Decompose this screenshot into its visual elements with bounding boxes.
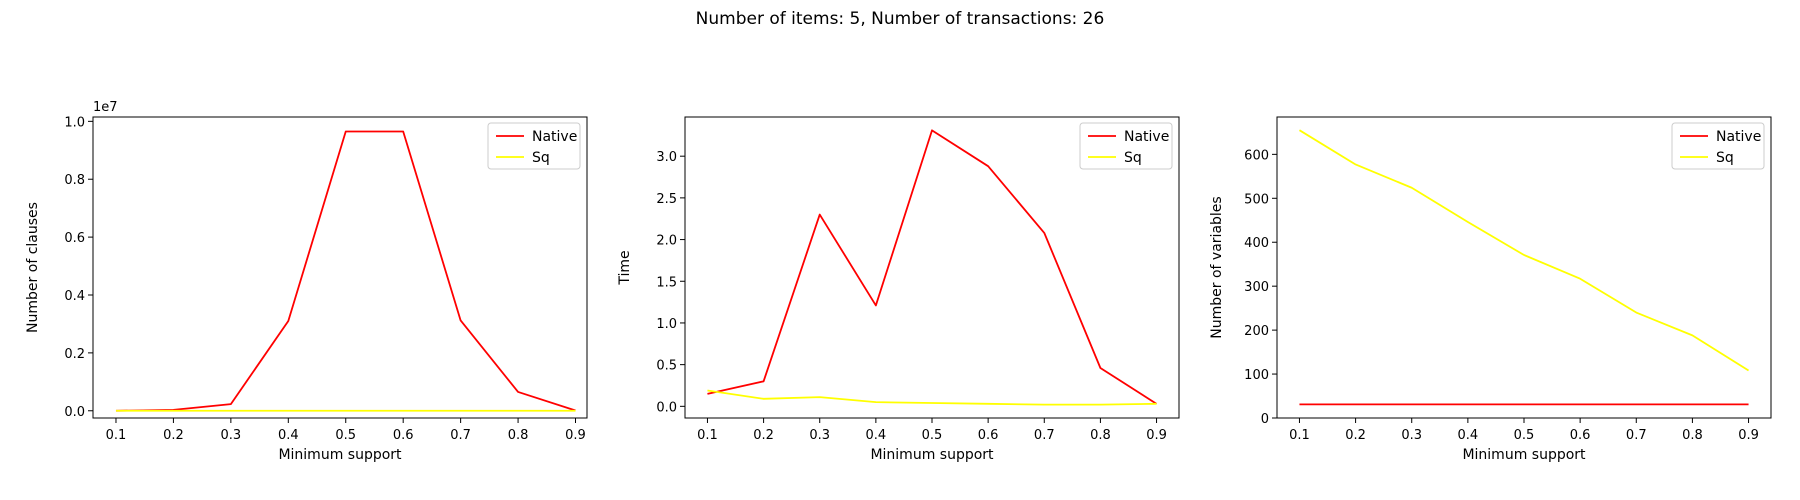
y-tick-label: 3.0 — [656, 150, 677, 165]
legend-label-sq: Sq — [1124, 150, 1142, 166]
y-tick-label: 1.0 — [64, 115, 85, 130]
chart-2: 0.1 0.2 0.3 0.4 0.5 0.6 0.7 0.8 0.9 0.0 0.5 1.0 1.5 2… — [617, 116, 1180, 463]
x-tick-label: 0.7 — [1034, 428, 1055, 443]
y-tick-label: 0.0 — [656, 400, 677, 415]
y-tick-label: 400 — [1244, 236, 1269, 251]
series-line-sq — [707, 389, 1157, 406]
y-tick-label: 1.0 — [656, 317, 677, 332]
y-tick-label: 0.8 — [64, 173, 85, 188]
x-tick-label: 0.9 — [1146, 428, 1167, 443]
chart-1: 0.1 0.2 0.3 0.4 0.5 0.6 0.7 0.8 0.9 0.0 0.2 0.4 0.6 0… — [25, 100, 588, 463]
x-tick-label: 0.1 — [106, 428, 127, 443]
y-offset-label: 1e7 — [93, 100, 118, 115]
y-tick-label: 0.0 — [64, 405, 85, 420]
y-tick-label: 0.5 — [656, 359, 677, 374]
legend: Native Sq — [1079, 122, 1173, 170]
chart-3: 0.1 0.2 0.3 0.4 0.5 0.6 0.7 0.8 0.9 0 100 200 300 400… — [1209, 116, 1772, 463]
y-tick-label: 2.0 — [656, 234, 677, 249]
y-tick-label: 0.6 — [64, 231, 85, 246]
x-tick-label: 0.7 — [1626, 428, 1647, 443]
x-tick-label: 0.3 — [809, 428, 830, 443]
x-tick-label: 0.7 — [450, 428, 471, 443]
legend-label-native: Native — [1716, 129, 1761, 145]
y-axis-label: Number of variables — [1209, 196, 1225, 338]
x-axis-label: Minimum support — [870, 447, 994, 463]
legend-label-native: Native — [1124, 129, 1169, 145]
series-line-sq — [1298, 129, 1750, 372]
charts-container: 0.1 0.2 0.3 0.4 0.5 0.6 0.7 0.8 0.90.00.20.40.60… — [25, 100, 1772, 463]
series-line-native — [115, 130, 576, 412]
legend-label-sq: Sq — [1716, 150, 1734, 166]
series-line-native — [707, 129, 1158, 405]
plot-frame — [92, 116, 588, 419]
y-tick-label: 500 — [1244, 192, 1269, 207]
y-tick-label: 0 — [1261, 412, 1269, 427]
x-tick-label: 0.4 — [278, 428, 299, 443]
y-tick-label: 300 — [1244, 280, 1269, 295]
y-tick-label: 600 — [1244, 148, 1269, 163]
x-tick-label: 0.3 — [221, 428, 242, 443]
legend: Native Sq — [487, 122, 581, 170]
y-tick-label: 0.2 — [64, 347, 85, 362]
x-tick-label: 0.5 — [922, 428, 943, 443]
y-tick-label: 1.5 — [656, 275, 677, 290]
y-axis-label: Time — [617, 250, 633, 285]
x-tick-label: 0.6 — [978, 428, 999, 443]
x-tick-label: 0.6 — [1570, 428, 1591, 443]
y-tick-label: 2.5 — [656, 192, 677, 207]
y-tick-label: 200 — [1244, 324, 1269, 339]
x-axis-label: Minimum support — [1462, 447, 1586, 463]
x-tick-label: 0.1 — [1289, 428, 1310, 443]
x-tick-label: 0.1 — [697, 428, 718, 443]
x-tick-label: 0.2 — [1345, 428, 1366, 443]
x-tick-label: 0.5 — [1514, 428, 1535, 443]
x-tick-label: 0.6 — [393, 428, 414, 443]
y-axis-label: Number of clauses — [25, 202, 41, 333]
x-tick-label: 0.3 — [1401, 428, 1422, 443]
x-tick-label: 0.8 — [1090, 428, 1111, 443]
legend-label-native: Native — [532, 129, 577, 145]
y-tick-label: 100 — [1244, 368, 1269, 383]
x-tick-label: 0.8 — [1682, 428, 1703, 443]
x-tick-label: 0.4 — [866, 428, 887, 443]
x-tick-label: 0.5 — [335, 428, 356, 443]
legend: Native Sq — [1671, 122, 1765, 170]
x-tick-label: 0.9 — [1738, 428, 1759, 443]
legend-label-sq: Sq — [532, 150, 550, 166]
x-tick-label: 0.9 — [565, 428, 586, 443]
x-tick-label: 0.4 — [1458, 428, 1479, 443]
figure-title: Number of items: 5, Number of transactio… — [696, 9, 1105, 29]
x-tick-label: 0.2 — [753, 428, 774, 443]
x-axis-label: Minimum support — [278, 447, 402, 463]
x-tick-label: 0.8 — [508, 428, 529, 443]
y-tick-label: 0.4 — [64, 289, 85, 304]
x-tick-label: 0.2 — [163, 428, 184, 443]
